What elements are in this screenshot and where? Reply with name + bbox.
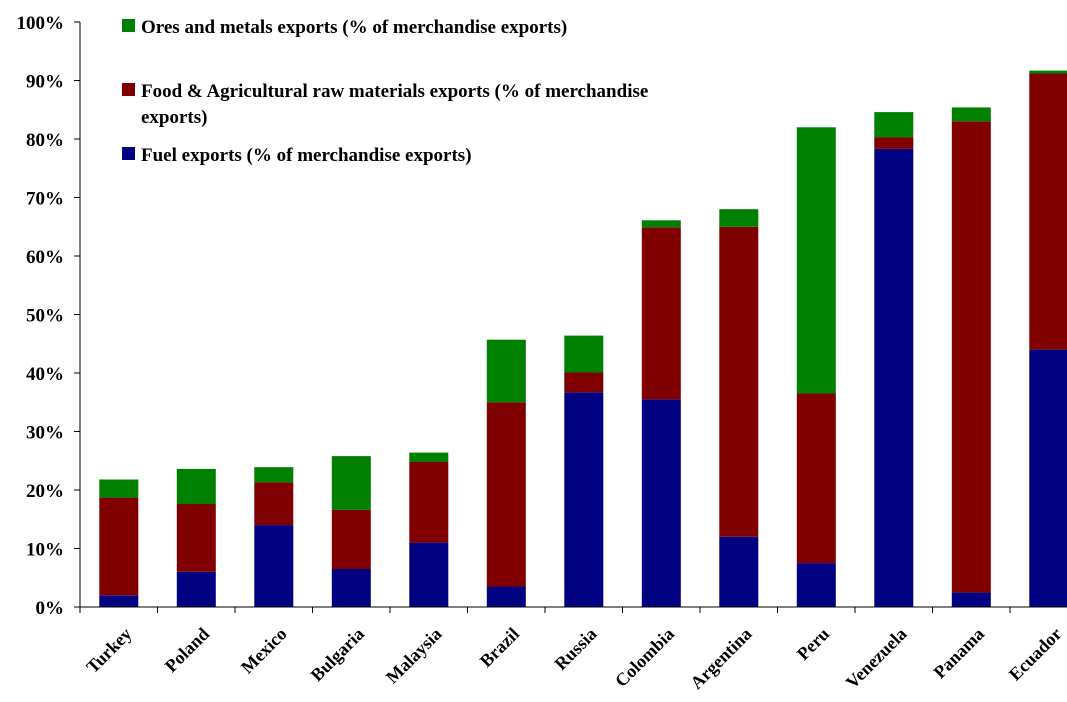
y-tick-label: 40% [26, 364, 64, 385]
bar-mexico-series-2 [254, 467, 294, 483]
bar-turkey-series-2 [99, 479, 139, 498]
y-tick-label: 60% [26, 247, 64, 268]
bar-turkey-series-1 [99, 497, 139, 596]
bar-peru-series-2 [796, 127, 836, 394]
y-tick-label: 80% [26, 130, 64, 151]
x-tick-label-panama: Panama [929, 624, 988, 683]
bar-poland-series-0 [176, 571, 216, 607]
legend-label-ores: Ores and metals exports (% of merchandis… [141, 17, 567, 38]
bar-colombia-series-1 [641, 227, 681, 400]
bar-bulgaria-series-0 [331, 569, 371, 607]
x-tick-label-argentina: Argentina [686, 624, 755, 693]
bar-argentina-series-2 [719, 209, 759, 227]
x-tick-label-peru: Peru [793, 624, 833, 664]
bar-bulgaria-series-1 [331, 509, 371, 569]
y-ticks-group: 0% 10% 20% 30% 40% 50% 60% 70% 80% 90% 100% [17, 13, 80, 619]
x-tick-label-russia: Russia [550, 624, 600, 674]
x-tick-label-venezuela: Venezuela [842, 624, 911, 693]
bar-malaysia-series-1 [409, 461, 449, 543]
bar-poland-series-1 [176, 504, 216, 572]
y-tick-label: 20% [26, 481, 64, 502]
bar-bulgaria-series-2 [331, 456, 371, 510]
x-tick-label-bulgaria: Bulgaria [307, 624, 369, 686]
y-tick-label: 30% [26, 423, 64, 444]
bar-peru-series-1 [796, 393, 836, 564]
legend-label-food-line2: exports) [141, 107, 207, 128]
y-tick-label: 50% [26, 306, 64, 327]
y-tick-label: 70% [26, 189, 64, 210]
legend-swatch-ores [122, 19, 135, 32]
bars-group [99, 70, 1067, 607]
y-tick-label: 10% [26, 540, 64, 561]
bar-panama-series-1 [951, 121, 991, 593]
legend-label-fuel: Fuel exports (% of merchandise exports) [141, 145, 472, 166]
bar-argentina-series-0 [719, 536, 759, 607]
y-tick-label: 0% [36, 598, 65, 619]
y-tick-label: 100% [17, 13, 65, 34]
x-tick-label-poland: Poland [161, 624, 213, 676]
bar-mexico-series-1 [254, 482, 294, 526]
bar-peru-series-0 [796, 563, 836, 607]
bar-brazil-series-0 [486, 586, 526, 607]
x-labels-group: Turkey Poland Mexico Bulgaria Malaysia Brazil… [82, 624, 1065, 693]
bar-malaysia-series-0 [409, 542, 449, 607]
bar-venezuela-series-1 [874, 137, 914, 149]
bar-turkey-series-0 [99, 595, 139, 607]
x-tick-label-turkey: Turkey [82, 624, 135, 677]
bar-russia-series-0 [564, 392, 604, 607]
x-tick-label-brazil: Brazil [476, 624, 523, 671]
bar-venezuela-series-2 [874, 112, 914, 138]
bar-venezuela-series-0 [874, 148, 914, 607]
legend: Ores and metals exports (% of merchandis… [122, 17, 648, 166]
bar-argentina-series-1 [719, 226, 759, 537]
x-tick-label-malaysia: Malaysia [382, 624, 446, 688]
legend-label-food-line1: Food & Agricultural raw materials export… [141, 81, 648, 102]
bar-ecuador-series-2 [1029, 70, 1067, 74]
bar-ecuador-series-1 [1029, 73, 1067, 350]
x-tick-label-mexico: Mexico [237, 624, 291, 678]
bar-ecuador-series-0 [1029, 349, 1067, 607]
bar-mexico-series-0 [254, 525, 294, 607]
bar-colombia-series-2 [641, 220, 681, 228]
bar-panama-series-0 [951, 592, 991, 607]
bar-malaysia-series-2 [409, 452, 449, 462]
bar-russia-series-2 [564, 335, 604, 373]
legend-swatch-food [122, 83, 135, 96]
bar-panama-series-2 [951, 107, 991, 122]
bar-brazil-series-1 [486, 402, 526, 587]
x-tick-label-colombia: Colombia [611, 624, 678, 691]
y-tick-label: 90% [26, 72, 64, 93]
bar-poland-series-2 [176, 468, 216, 504]
bar-brazil-series-2 [486, 339, 526, 403]
x-tick-label-ecuador: Ecuador [1005, 624, 1066, 685]
bar-russia-series-1 [564, 372, 604, 393]
bar-colombia-series-0 [641, 399, 681, 607]
legend-swatch-fuel [122, 147, 135, 160]
